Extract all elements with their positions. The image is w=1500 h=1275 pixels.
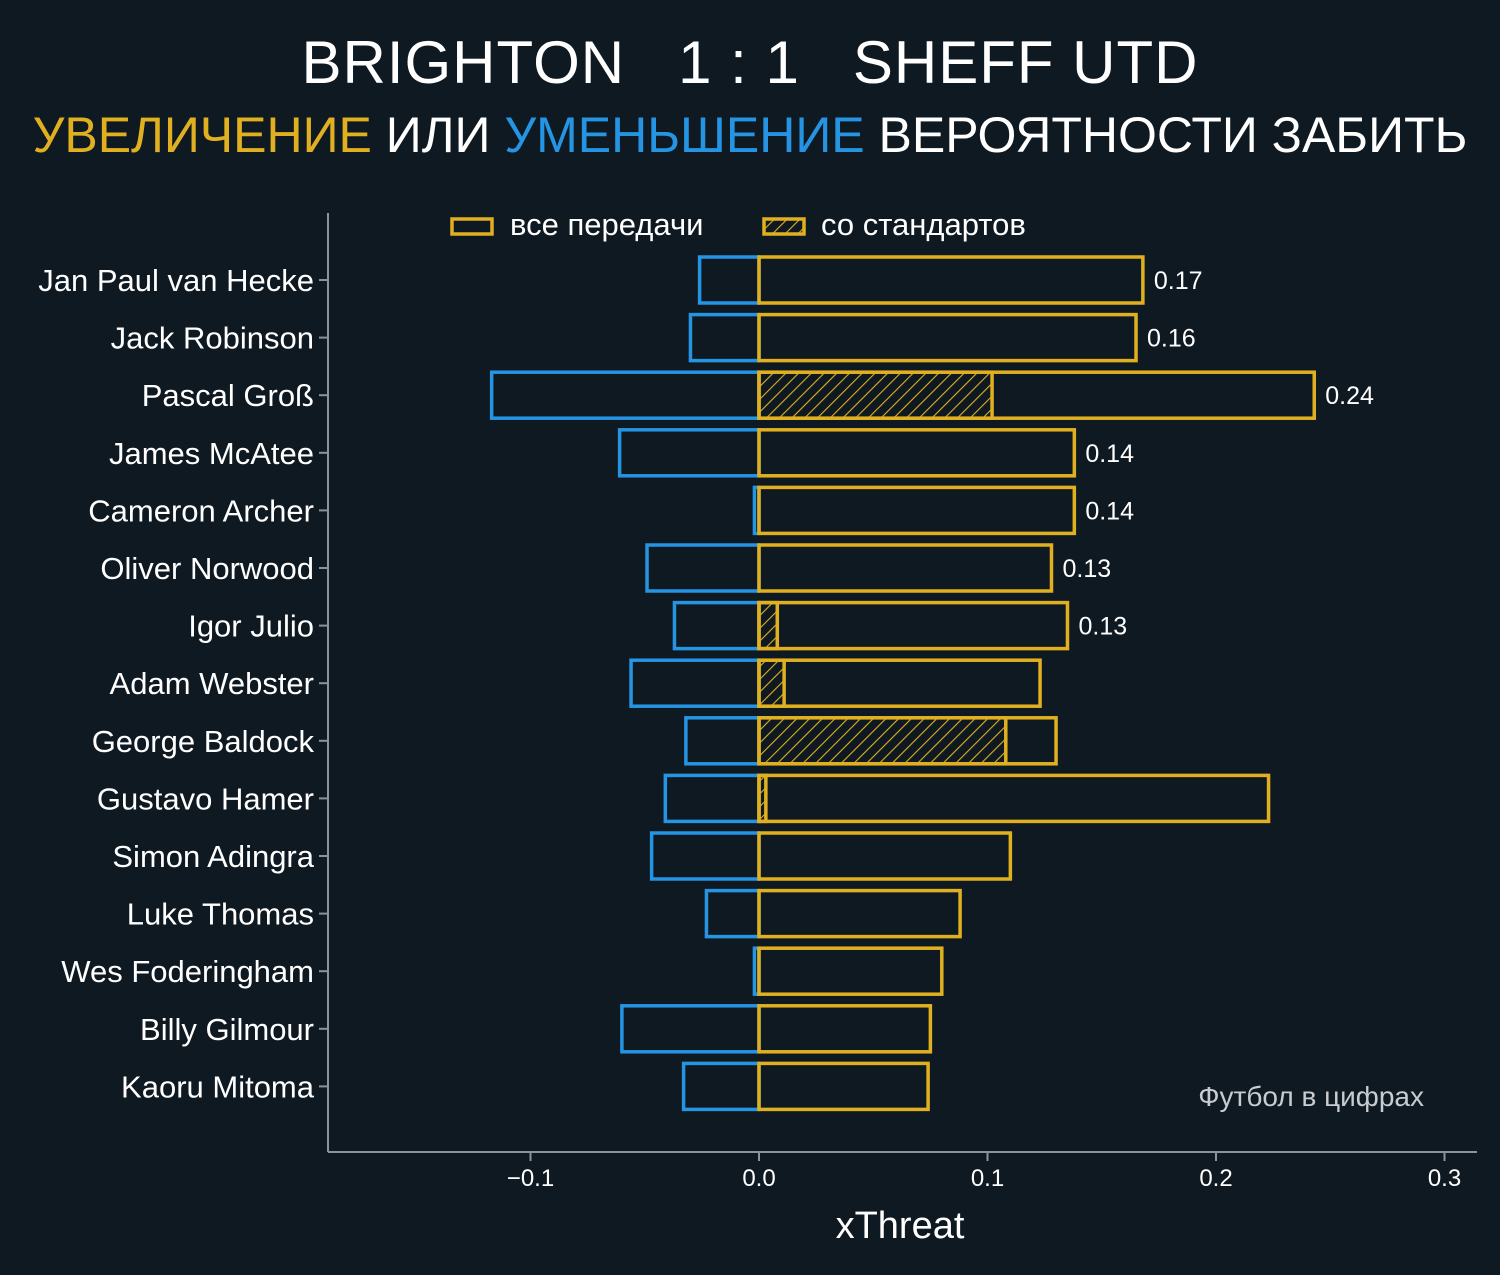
bar-negative xyxy=(620,1004,761,1054)
bar-set-pieces xyxy=(757,600,780,651)
bar-positive xyxy=(757,600,1070,651)
y-tick-label: Gustavo Hamer xyxy=(97,781,314,816)
legend-swatch-all-passes xyxy=(450,217,494,236)
bar-negative xyxy=(688,312,761,363)
legend-label-all-passes: все передачи xyxy=(510,207,703,242)
chart-subtitle: УВЕЛИЧЕНИЕ ИЛИ УМЕНЬШЕНИЕ ВЕРОЯТНОСТИ ЗА… xyxy=(0,106,1500,164)
bar-positive xyxy=(757,255,1145,305)
bar-value-label: 0.17 xyxy=(1154,267,1203,295)
y-tick-label: Wes Foderingham xyxy=(61,954,314,989)
bar-negative xyxy=(489,370,761,420)
bar-value-label: 0.24 xyxy=(1325,382,1374,410)
y-tick-label: Oliver Norwood xyxy=(100,551,314,586)
bar-set-pieces xyxy=(757,658,786,708)
chart-title: BRIGHTON 1 : 1 SHEFF UTD xyxy=(301,29,1199,96)
y-tick-label: Billy Gilmour xyxy=(140,1012,314,1047)
x-axis-label: xThreat xyxy=(836,1205,965,1247)
y-tick-label: George Baldock xyxy=(92,724,315,759)
x-tick-label: 0.1 xyxy=(971,1165,1004,1192)
bar-positive xyxy=(757,428,1077,478)
bar-negative xyxy=(629,658,761,708)
bar-positive xyxy=(757,370,1317,420)
bar-negative xyxy=(617,428,761,478)
y-tick-label: Jan Paul van Hecke xyxy=(38,263,314,298)
bar-positive xyxy=(757,716,1058,766)
x-tick-label: 0.3 xyxy=(1428,1165,1461,1192)
bar-positive xyxy=(757,888,962,939)
bars xyxy=(489,255,1317,1112)
y-tick-label: Igor Julio xyxy=(188,609,314,644)
bar-set-pieces xyxy=(757,716,1008,766)
subtitle-part: УВЕЛИЧЕНИЕ xyxy=(32,107,372,163)
bar-negative xyxy=(704,888,761,939)
bar-positive xyxy=(757,658,1042,708)
bar-negative xyxy=(684,716,761,766)
y-tick-label: Jack Robinson xyxy=(111,321,314,356)
bar-negative xyxy=(649,831,761,881)
bar-negative xyxy=(697,255,761,305)
bar-value-label: 0.13 xyxy=(1078,613,1127,641)
bar-positive xyxy=(757,1004,933,1054)
bar-value-label: 0.16 xyxy=(1147,325,1196,353)
x-tick-label: 0.2 xyxy=(1199,1165,1232,1192)
bar-negative xyxy=(681,1061,761,1112)
data-labels: 0.17 0.16 0.24 0.14 0.14 0.13 0.13 xyxy=(1062,267,1374,641)
y-tick-label: James McAtee xyxy=(109,436,314,471)
y-tick-label: Adam Webster xyxy=(110,666,314,701)
bar-positive xyxy=(757,1061,930,1112)
bar-negative xyxy=(663,773,761,824)
bar-positive xyxy=(757,543,1054,593)
watermark: Футбол в цифрах xyxy=(1198,1081,1424,1112)
bar-value-label: 0.14 xyxy=(1085,440,1134,468)
y-tick-label: Pascal Groß xyxy=(142,378,314,413)
y-tick-label: Simon Adingra xyxy=(112,839,314,874)
y-tick-label: Kaoru Mitoma xyxy=(121,1069,315,1104)
y-tick-label: Luke Thomas xyxy=(127,897,314,932)
x-tick-label: −0.1 xyxy=(507,1165,554,1192)
bar-set-pieces xyxy=(757,370,994,420)
bar-positive xyxy=(757,831,1013,881)
bar-value-label: 0.13 xyxy=(1062,555,1111,583)
legend-swatch-set-pieces xyxy=(762,217,806,236)
bar-positive xyxy=(757,946,944,996)
bar-negative xyxy=(645,543,761,593)
legend: все передачи со стандартов xyxy=(450,207,1026,242)
bar-negative xyxy=(672,600,761,651)
legend-label-set-pieces: со стандартов xyxy=(821,207,1026,242)
y-tick-label: Cameron Archer xyxy=(88,493,314,528)
x-tick-label: 0.0 xyxy=(742,1165,775,1192)
subtitle-part: ВЕРОЯТНОСТИ ЗАБИТЬ xyxy=(864,107,1468,163)
axes: −0.1 0.0 0.1 0.2 0.3 Jan Paul van Hecke Jack R… xyxy=(38,213,1477,1192)
bar-positive xyxy=(757,312,1138,363)
subtitle-part: УМЕНЬШЕНИЕ xyxy=(504,107,865,163)
bar-value-label: 0.14 xyxy=(1085,497,1134,525)
bar-positive xyxy=(757,485,1077,536)
subtitle-part: ИЛИ xyxy=(371,107,505,163)
bar-positive xyxy=(757,773,1271,824)
